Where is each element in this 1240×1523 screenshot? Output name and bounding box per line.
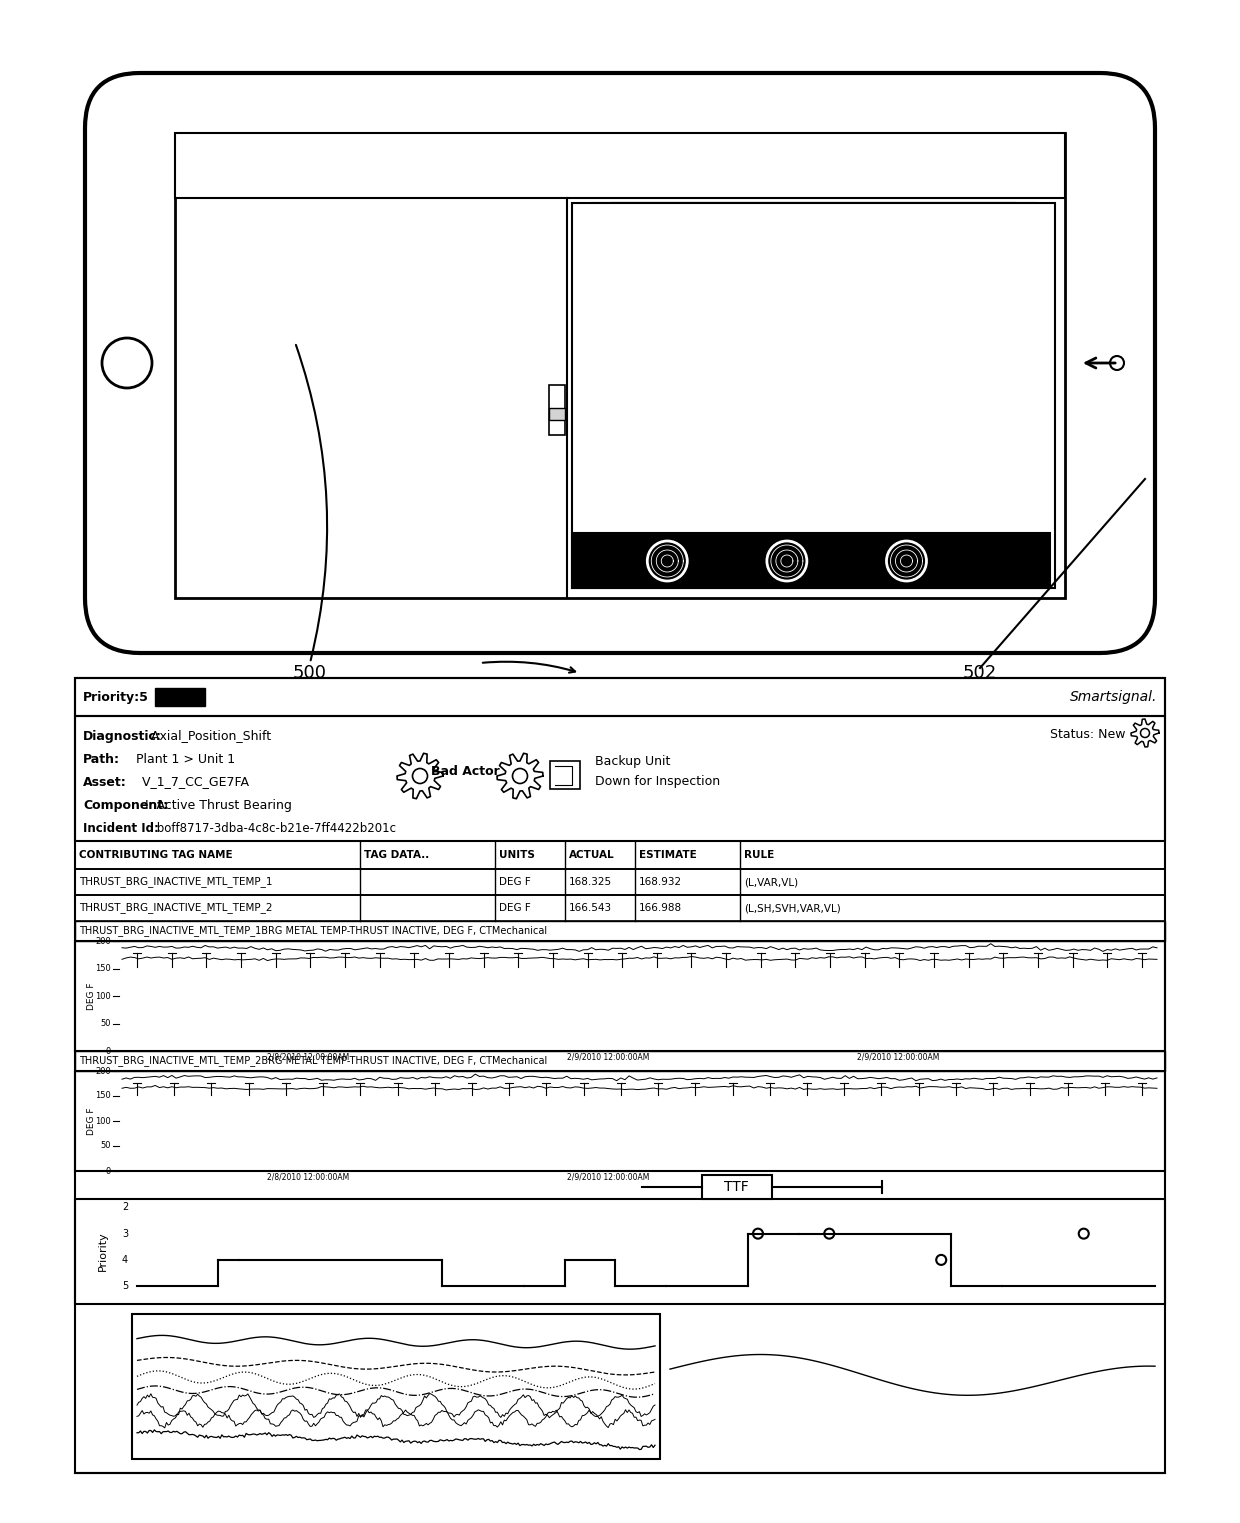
Bar bbox=[572, 203, 1055, 588]
Text: 150: 150 bbox=[95, 964, 112, 973]
Text: 0: 0 bbox=[105, 1046, 112, 1055]
Bar bbox=[74, 1051, 1166, 1071]
Bar bbox=[74, 941, 1166, 1051]
Bar bbox=[548, 408, 564, 420]
Text: 2/9/2010 12:00:00AM: 2/9/2010 12:00:00AM bbox=[567, 1052, 650, 1062]
Bar bbox=[74, 716, 1166, 841]
Text: 500: 500 bbox=[293, 664, 327, 682]
Bar bbox=[551, 762, 580, 789]
Text: RULE: RULE bbox=[744, 850, 774, 860]
Bar bbox=[74, 870, 1166, 896]
Text: THRUST_BRG_INACTIVE_MTL_TEMP_2: THRUST_BRG_INACTIVE_MTL_TEMP_2 bbox=[79, 903, 273, 914]
Text: THRUST_BRG_INACTIVE_MTL_TEMP_1: THRUST_BRG_INACTIVE_MTL_TEMP_1 bbox=[79, 877, 273, 888]
Text: Axial_Position_Shift: Axial_Position_Shift bbox=[146, 730, 270, 743]
Text: UNITS: UNITS bbox=[498, 850, 534, 860]
Text: Backup Unit: Backup Unit bbox=[595, 754, 671, 768]
Bar bbox=[131, 1314, 660, 1459]
Text: 0: 0 bbox=[105, 1167, 112, 1176]
Text: 166.988: 166.988 bbox=[639, 903, 682, 912]
Text: 100: 100 bbox=[95, 1116, 112, 1125]
Text: InActive Thrust Bearing: InActive Thrust Bearing bbox=[141, 798, 291, 812]
Text: TTF: TTF bbox=[724, 1180, 749, 1194]
Bar bbox=[548, 385, 564, 436]
Text: 2: 2 bbox=[122, 1202, 128, 1212]
Text: 502: 502 bbox=[963, 664, 997, 682]
Text: DEG F: DEG F bbox=[498, 877, 531, 886]
Text: DEG F: DEG F bbox=[498, 903, 531, 912]
Bar bbox=[74, 1071, 1166, 1171]
Text: CONTRIBUTING TAG NAME: CONTRIBUTING TAG NAME bbox=[79, 850, 233, 860]
Text: Asset:: Asset: bbox=[83, 775, 126, 789]
Text: 2/8/2010 12:00:00AM: 2/8/2010 12:00:00AM bbox=[267, 1173, 350, 1182]
Text: Path:: Path: bbox=[83, 752, 120, 766]
Bar bbox=[155, 688, 205, 707]
Bar bbox=[74, 921, 1166, 941]
Text: Plant 1 > Unit 1: Plant 1 > Unit 1 bbox=[112, 752, 236, 766]
Bar bbox=[702, 1176, 771, 1199]
Text: Priority:5: Priority:5 bbox=[83, 690, 149, 704]
Text: 50: 50 bbox=[100, 1019, 112, 1028]
Text: ACTUAL: ACTUAL bbox=[569, 850, 615, 860]
Text: 150: 150 bbox=[95, 1092, 112, 1101]
Text: 50: 50 bbox=[100, 1142, 112, 1150]
Text: TAG DATA..: TAG DATA.. bbox=[365, 850, 429, 860]
Text: 168.932: 168.932 bbox=[639, 877, 682, 886]
Bar bbox=[175, 133, 1065, 599]
Text: V_1_7_CC_GE7FA: V_1_7_CC_GE7FA bbox=[118, 775, 249, 789]
Text: THRUST_BRG_INACTIVE_MTL_TEMP_1BRG METAL TEMP-THRUST INACTIVE, DEG F, CTMechanica: THRUST_BRG_INACTIVE_MTL_TEMP_1BRG METAL … bbox=[79, 926, 547, 937]
Text: 2/9/2010 12:00:00AM: 2/9/2010 12:00:00AM bbox=[567, 1173, 650, 1182]
FancyBboxPatch shape bbox=[86, 73, 1154, 653]
Text: 166.543: 166.543 bbox=[569, 903, 613, 912]
Text: DEG F: DEG F bbox=[87, 1107, 95, 1135]
Text: 4: 4 bbox=[122, 1255, 128, 1266]
Text: 200: 200 bbox=[95, 1066, 112, 1075]
Text: 2/9/2010 12:00:00AM: 2/9/2010 12:00:00AM bbox=[857, 1052, 940, 1062]
Bar bbox=[74, 896, 1166, 921]
Text: 100: 100 bbox=[95, 991, 112, 1001]
Text: Incident Id:: Incident Id: bbox=[83, 821, 159, 835]
Text: Smartsignal.: Smartsignal. bbox=[1070, 690, 1157, 704]
Text: 168.325: 168.325 bbox=[569, 877, 613, 886]
Text: boff8717-3dba-4c8c-b21e-7ff4422b201c: boff8717-3dba-4c8c-b21e-7ff4422b201c bbox=[153, 821, 396, 835]
Text: Priority: Priority bbox=[98, 1232, 108, 1272]
Bar bbox=[74, 678, 1166, 1473]
Text: Down for Inspection: Down for Inspection bbox=[595, 775, 720, 787]
Text: Status: New: Status: New bbox=[1050, 728, 1126, 740]
Text: Bad Actor: Bad Actor bbox=[430, 765, 500, 778]
Text: 2/8/2010 12:00:00AM: 2/8/2010 12:00:00AM bbox=[267, 1052, 350, 1062]
Text: (L,SH,SVH,VAR,VL): (L,SH,SVH,VAR,VL) bbox=[744, 903, 841, 912]
Text: DEG F: DEG F bbox=[87, 982, 95, 1010]
Text: ESTIMATE: ESTIMATE bbox=[639, 850, 697, 860]
Bar bbox=[175, 133, 1065, 198]
Bar bbox=[591, 203, 1035, 568]
Bar bbox=[74, 1199, 1166, 1304]
Bar bbox=[74, 841, 1166, 870]
Bar bbox=[611, 203, 1016, 548]
Text: Diagnostic:: Diagnostic: bbox=[83, 730, 162, 743]
Text: 3: 3 bbox=[122, 1229, 128, 1238]
Text: Component:: Component: bbox=[83, 798, 169, 812]
Text: (L,VAR,VL): (L,VAR,VL) bbox=[744, 877, 799, 886]
Bar bbox=[572, 533, 1050, 588]
Text: 200: 200 bbox=[95, 937, 112, 946]
Text: THRUST_BRG_INACTIVE_MTL_TEMP_2BRG METAL TEMP-THRUST INACTIVE, DEG F, CTMechanica: THRUST_BRG_INACTIVE_MTL_TEMP_2BRG METAL … bbox=[79, 1055, 547, 1066]
Text: 5: 5 bbox=[122, 1281, 128, 1292]
Bar bbox=[74, 678, 1166, 716]
